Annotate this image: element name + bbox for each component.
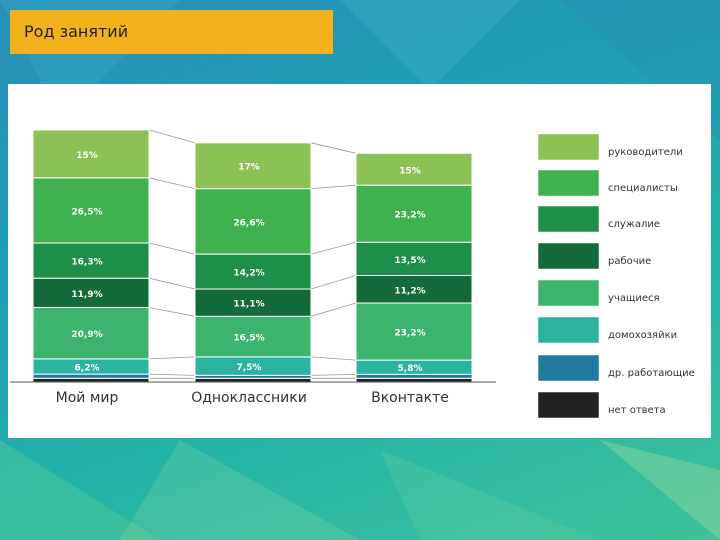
chart-panel: 6,2% 20,9% 11,9% 16,3% 26,5% 15% 7,5% 16,5% 11,1… <box>8 84 711 438</box>
bar-segment-4-2 <box>355 274 473 304</box>
bar-segment-4-1 <box>194 288 312 317</box>
data-label: 15% <box>399 166 421 176</box>
connector-line <box>310 184 357 190</box>
legend-swatch <box>537 316 600 344</box>
data-label: 26,6% <box>233 218 264 228</box>
connector-line <box>148 277 196 290</box>
bar-segment-3-2 <box>355 302 473 361</box>
connector-line <box>310 302 357 317</box>
bar-segment-0-2 <box>355 377 473 383</box>
data-label: 6,2% <box>75 364 100 374</box>
legend-label: руководители <box>608 147 683 158</box>
legend-swatch <box>537 133 600 161</box>
data-label: 11,1% <box>233 300 264 310</box>
bar-segment-7-0 <box>32 129 150 179</box>
bar-segment-3-0 <box>32 306 150 360</box>
data-label: 23,2% <box>394 211 425 221</box>
legend-label: нет ответа <box>608 405 666 416</box>
stacked-bar-chart: 6,2% 20,9% 11,9% 16,3% 26,5% 15% 7,5% 16,5% 11,1… <box>10 129 695 419</box>
data-label: 16,3% <box>71 258 102 268</box>
data-label: 15% <box>76 151 98 161</box>
legend-swatch <box>537 205 600 233</box>
bar-segment-4-0 <box>32 277 150 308</box>
bar-segment-0-0 <box>32 377 150 383</box>
category-label: Одноклассники <box>191 390 307 406</box>
data-label: 23,2% <box>394 329 425 339</box>
connector-line <box>310 142 357 154</box>
connector-line <box>310 373 357 376</box>
bar-segment-7-2 <box>355 152 473 186</box>
legend-swatch <box>537 242 600 270</box>
connector-line <box>148 373 196 376</box>
bar-segment-5-0 <box>32 242 150 279</box>
bar-segment-6-1 <box>194 188 312 255</box>
legend-label: рабочие <box>608 256 651 267</box>
data-label: 7,5% <box>237 363 262 373</box>
legend-swatch <box>537 169 600 197</box>
connector-line <box>148 177 196 190</box>
legend-label: специалисты <box>608 183 678 194</box>
data-label: 11,2% <box>394 286 425 296</box>
data-label: 17% <box>238 163 260 173</box>
bar-segment-1-2 <box>355 373 473 379</box>
category-label: Мой мир <box>56 390 119 406</box>
slide-title: Род занятий <box>24 22 129 41</box>
connector-line <box>148 242 196 255</box>
bar-segment-6-2 <box>355 184 473 243</box>
title-banner: Род занятий <box>10 10 333 54</box>
legend-label: служалие <box>608 219 660 230</box>
connector-line <box>310 356 357 361</box>
legend-swatch <box>537 354 600 382</box>
bar-segment-1-0 <box>32 373 150 379</box>
bar-segment-3-1 <box>194 315 312 358</box>
connector-line <box>148 356 196 360</box>
bar-segment-5-2 <box>355 241 473 276</box>
data-label: 11,9% <box>71 290 102 300</box>
bar-segment-5-1 <box>194 253 312 290</box>
bar-segment-6-0 <box>32 177 150 244</box>
connector-line <box>148 129 196 144</box>
legend-label: домохозяйки <box>608 330 677 341</box>
data-label: 13,5% <box>394 256 425 266</box>
data-label: 14,2% <box>233 269 264 279</box>
bar-segment-7-1 <box>194 142 312 190</box>
legend-swatch <box>537 279 600 307</box>
legend-label: учащиеся <box>608 293 660 304</box>
data-label: 26,5% <box>71 207 102 217</box>
category-label: Вконтакте <box>371 390 449 406</box>
connector-line <box>310 241 357 255</box>
bar-segment-0-1 <box>194 377 312 383</box>
legend-label: др. работающие <box>608 368 695 379</box>
data-label: 5,8% <box>398 364 423 374</box>
connector-line <box>310 275 357 290</box>
data-label: 16,5% <box>233 334 264 344</box>
data-label: 20,9% <box>71 330 102 340</box>
connector-line <box>148 307 196 317</box>
legend-swatch <box>537 391 600 419</box>
